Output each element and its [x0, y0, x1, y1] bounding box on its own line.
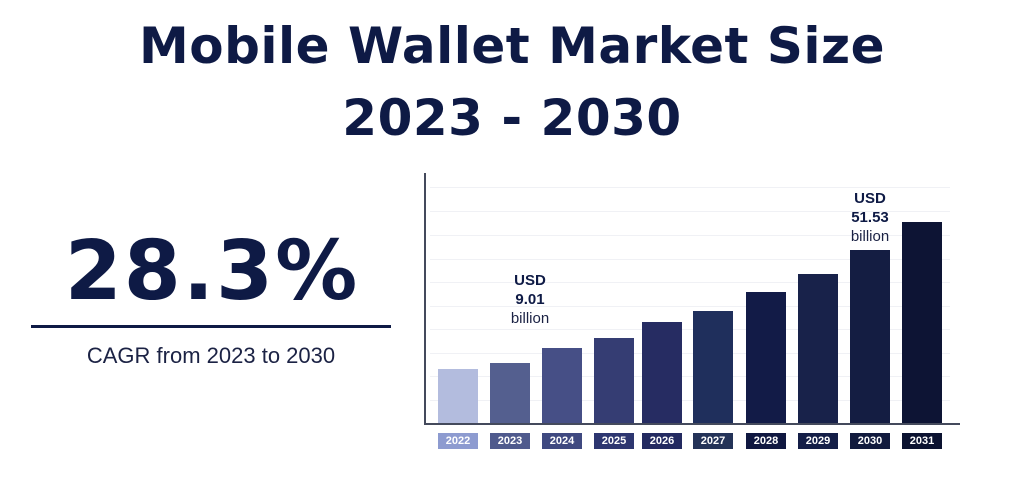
annotation-currency: USD [854, 190, 886, 207]
bar-2024 [542, 348, 582, 425]
x-axis [424, 423, 960, 425]
y-axis [424, 173, 426, 425]
bar-2026 [642, 322, 682, 425]
gridline [430, 400, 950, 401]
annotation-2030: USD 51.53 billion [835, 189, 905, 246]
x-tick-label-2025: 2025 [594, 433, 634, 449]
x-tick-label-2029: 2029 [798, 433, 838, 449]
bar-2030 [850, 250, 890, 425]
x-tick-label-2028: 2028 [746, 433, 786, 449]
gridline [430, 235, 950, 236]
bar-2028 [746, 292, 786, 425]
x-tick-label-2027: 2027 [693, 433, 733, 449]
annotation-value: 9.01 [515, 291, 545, 308]
x-tick-label-2024: 2024 [542, 433, 582, 449]
gridline [430, 329, 950, 330]
annotation-unit: billion [850, 228, 890, 245]
bar-chart: 2022 2023 2024 2025 2026 2027 2028 2029 2030 2031… [410, 165, 970, 455]
gridline [430, 353, 950, 354]
x-tick-label-2026: 2026 [642, 433, 682, 449]
annotation-currency: USD [514, 272, 546, 289]
annotation-value: 51.53 [851, 209, 889, 226]
gridline [430, 211, 950, 212]
x-tick-label-2031: 2031 [902, 433, 942, 449]
annotation-unit: billion [510, 310, 550, 327]
gridline [430, 306, 950, 307]
annotation-2023: USD 9.01 billion [495, 271, 565, 328]
gridline [430, 259, 950, 260]
bar-2022 [438, 369, 478, 425]
gridline [430, 187, 950, 188]
chart-title-line-1: Mobile Wallet Market Size [138, 17, 886, 75]
bar-2023 [490, 363, 530, 425]
bar-2031 [902, 222, 942, 425]
cagr-caption: CAGR from 2023 to 2030 [86, 343, 336, 368]
chart-title-line-2: 2023 - 2030 [342, 89, 682, 147]
x-tick-label-2030: 2030 [850, 433, 890, 449]
cagr-value: 28.3% [64, 224, 360, 319]
x-tick-label-2022: 2022 [438, 433, 478, 449]
gridline [430, 282, 950, 283]
bar-2025 [594, 338, 634, 425]
gridline [430, 376, 950, 377]
bar-2027 [693, 311, 733, 425]
x-tick-label-2023: 2023 [490, 433, 530, 449]
cagr-divider [31, 325, 391, 328]
bar-2029 [798, 274, 838, 425]
